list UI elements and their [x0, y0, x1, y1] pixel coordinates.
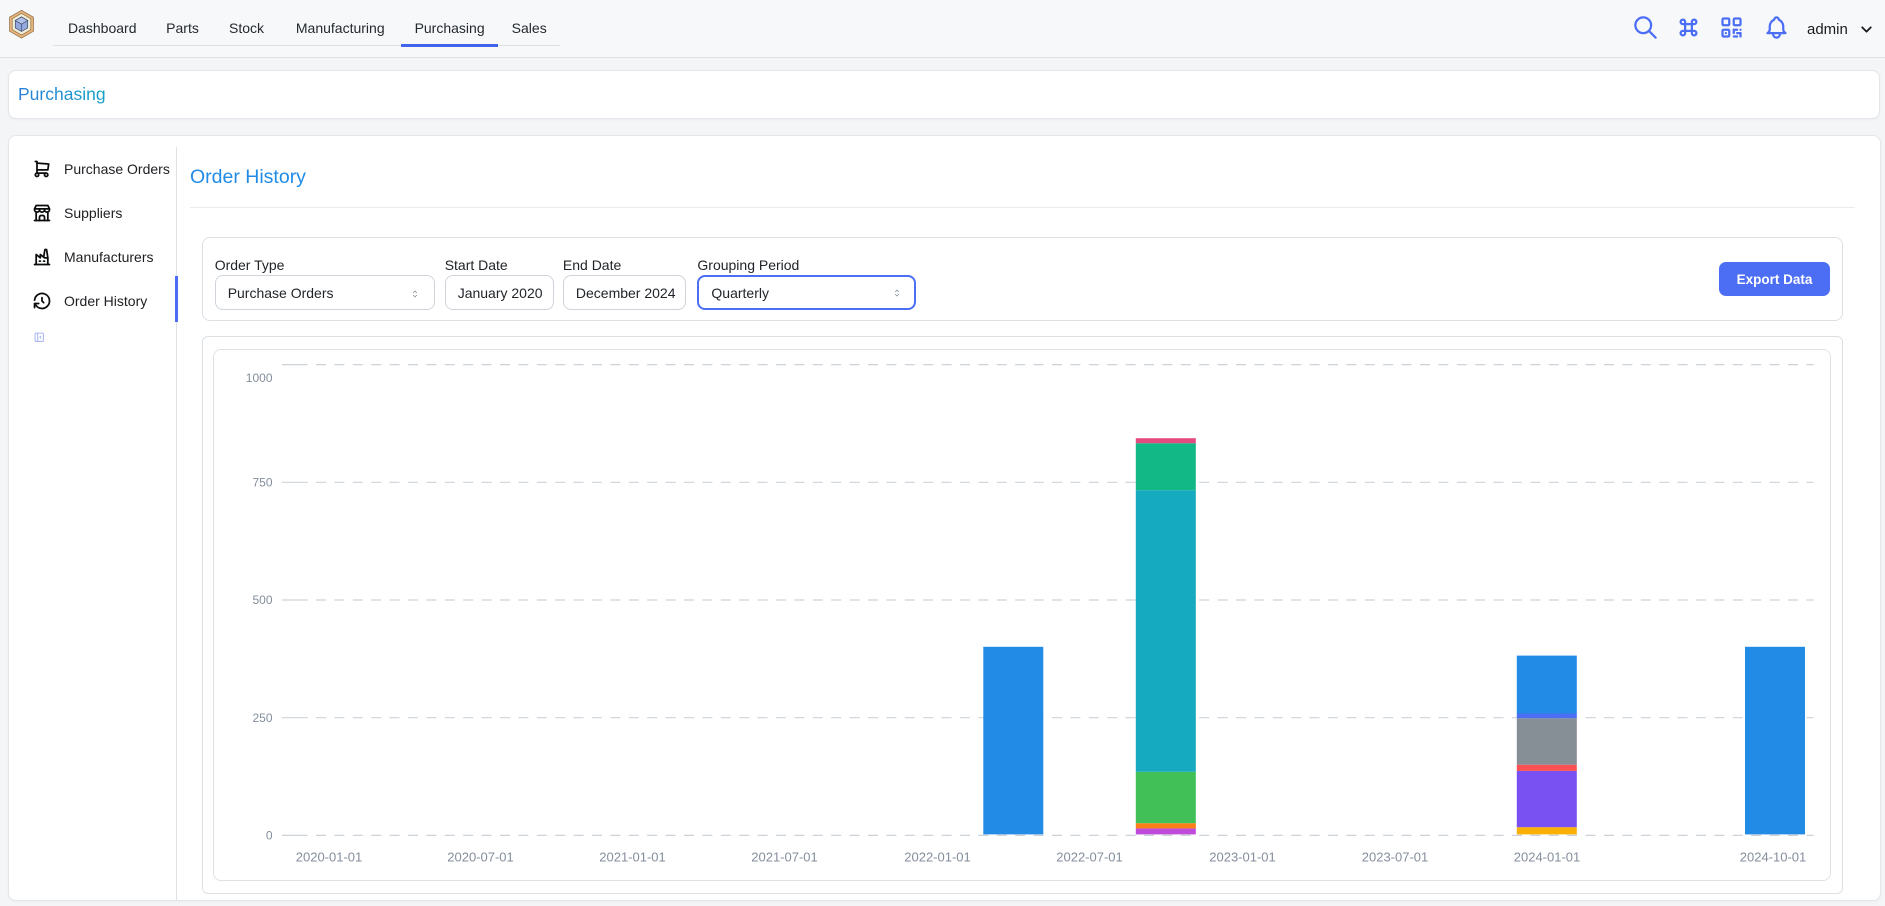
svg-text:2022-07-01: 2022-07-01: [1056, 850, 1123, 865]
svg-text:2022-01-01: 2022-01-01: [904, 850, 971, 865]
svg-text:2021-01-01: 2021-01-01: [599, 850, 666, 865]
svg-text:2024-01-01: 2024-01-01: [1514, 850, 1581, 865]
svg-text:250: 250: [252, 711, 272, 725]
svg-text:0: 0: [266, 829, 273, 843]
svg-text:500: 500: [252, 593, 272, 607]
svg-text:2020-07-01: 2020-07-01: [447, 850, 514, 865]
svg-text:2024-10-01: 2024-10-01: [1740, 850, 1807, 865]
svg-text:2023-07-01: 2023-07-01: [1362, 850, 1429, 865]
svg-text:2023-01-01: 2023-01-01: [1209, 850, 1276, 865]
svg-text:2020-01-01: 2020-01-01: [296, 850, 363, 865]
svg-text:2021-07-01: 2021-07-01: [751, 850, 818, 865]
svg-text:1000: 1000: [246, 371, 273, 385]
svg-text:750: 750: [252, 476, 272, 490]
